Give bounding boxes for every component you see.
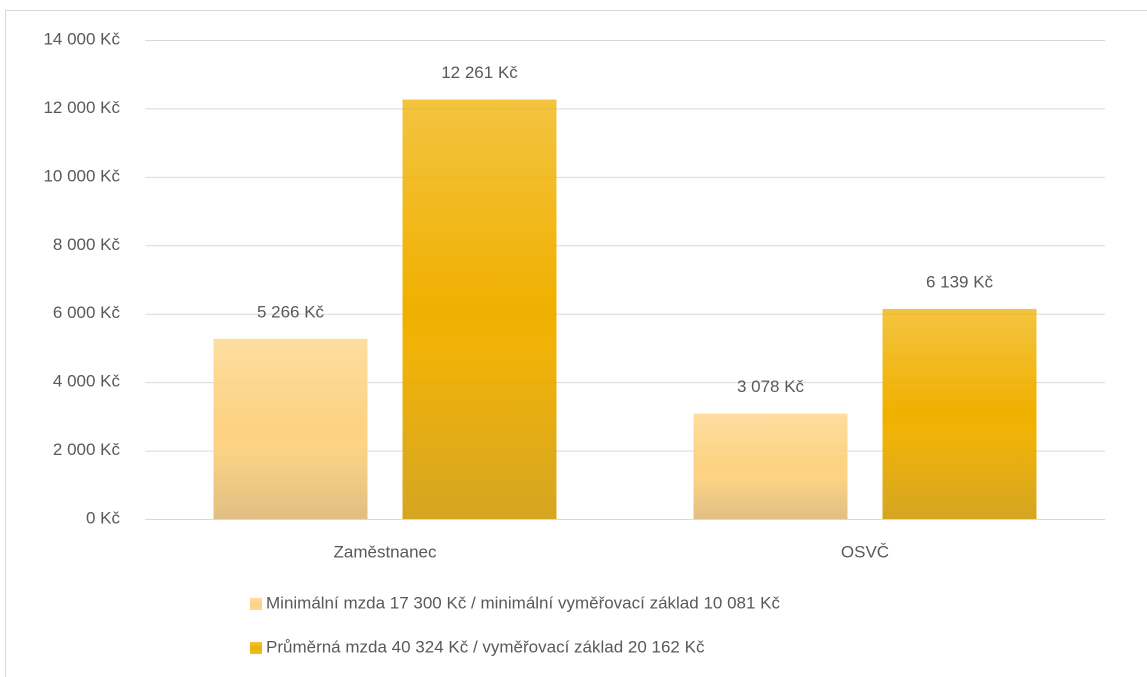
x-tick-label: Zaměstnanec (334, 542, 437, 561)
legend-label: Minimální mzda 17 300 Kč / minimální vym… (266, 593, 781, 612)
legend-swatch (250, 642, 262, 654)
bar (213, 338, 368, 519)
y-tick-label: 2 000 Kč (53, 440, 121, 459)
bar (882, 308, 1037, 519)
x-tick-label: OSVČ (841, 542, 889, 561)
legend-label: Průměrná mzda 40 324 Kč / vyměřovací zák… (266, 637, 705, 656)
data-label: 3 078 Kč (737, 377, 805, 396)
y-tick-label: 6 000 Kč (53, 303, 121, 322)
y-tick-label: 0 Kč (86, 508, 121, 527)
chart-border (5, 10, 1147, 677)
y-tick-label: 4 000 Kč (53, 372, 121, 391)
bar (693, 413, 848, 519)
data-label: 12 261 Kč (441, 63, 518, 82)
y-tick-label: 8 000 Kč (53, 235, 121, 254)
bar (402, 99, 557, 519)
data-label: 6 139 Kč (926, 272, 994, 291)
y-tick-label: 10 000 Kč (43, 166, 120, 185)
legend-swatch (250, 598, 262, 610)
y-tick-label: 12 000 Kč (43, 98, 120, 117)
y-tick-label: 14 000 Kč (43, 29, 120, 48)
data-label: 5 266 Kč (257, 302, 325, 321)
